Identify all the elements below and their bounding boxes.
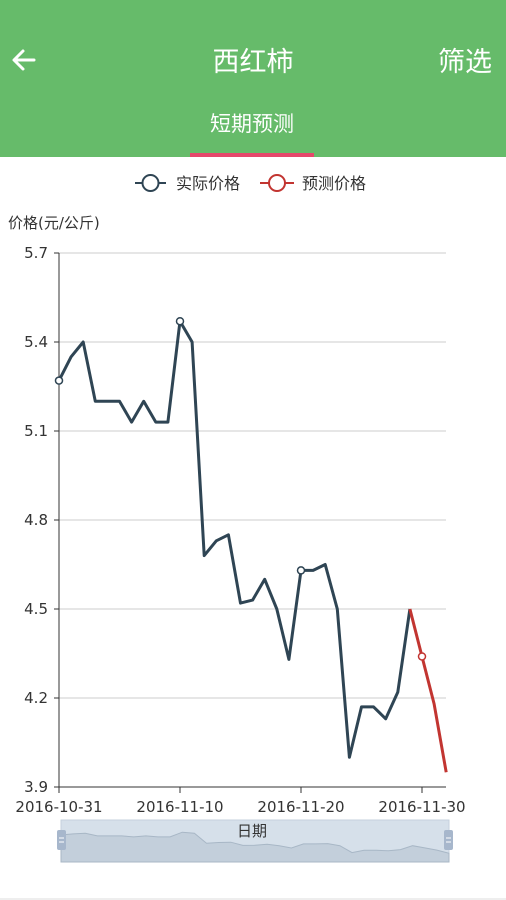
tab-label: 短期预测 [210, 112, 294, 136]
tab-indicator [190, 153, 314, 157]
data-point [175, 316, 185, 326]
y-axis-title: 价格(元/公斤) [8, 214, 100, 232]
app-bar: 西红柿 筛选 短期预测 [0, 0, 506, 157]
price-line-chart: 实际价格 预测价格 价格(元/公斤) 3.9 4.2 4.5 4.8 5.1 5.4 5.7… [8, 174, 466, 863]
filter-button[interactable]: 筛选 [438, 47, 492, 78]
data-point [296, 566, 306, 575]
y-tick-label: 5.7 [24, 244, 48, 262]
x-axis-title: 日期 [237, 822, 267, 840]
legend-item-forecast[interactable]: 预测价格 [260, 174, 366, 193]
legend-item-actual[interactable]: 实际价格 [135, 174, 240, 193]
bottom-divider [0, 898, 506, 900]
series-group [54, 316, 448, 773]
y-tick-label: 5.1 [24, 422, 48, 440]
data-zoom-slider[interactable]: 日期 [57, 819, 453, 863]
legend[interactable]: 实际价格 预测价格 [135, 174, 366, 193]
legend-label-forecast: 预测价格 [302, 174, 366, 193]
y-tick-label: 5.4 [24, 333, 48, 351]
arrow-left-icon[interactable] [8, 44, 40, 76]
y-axis: 3.9 4.2 4.5 4.8 5.1 5.4 5.7 [24, 244, 60, 796]
x-axis: 2016-10-31 2016-11-10 2016-11-20 2016-11-30 [15, 786, 466, 816]
tab-short-term-forecast[interactable]: 短期预测 [190, 98, 314, 157]
series-line-actual [57, 319, 412, 759]
page-title: 西红柿 [212, 47, 294, 78]
grid-lines [59, 252, 446, 788]
series-line-forecast [408, 608, 448, 773]
zoom-shadow-area [60, 831, 450, 863]
y-tick-label: 4.8 [24, 511, 48, 529]
y-tick-label: 3.9 [24, 778, 48, 796]
x-tick-label: 2016-10-31 [15, 798, 102, 816]
legend-label-actual: 实际价格 [176, 174, 240, 193]
y-tick-label: 4.5 [24, 600, 48, 618]
zoom-handle-right[interactable] [444, 830, 453, 850]
zoom-handle-left[interactable] [57, 830, 66, 850]
x-tick-label: 2016-11-20 [257, 798, 344, 816]
y-tick-label: 4.2 [24, 689, 48, 707]
x-tick-label: 2016-11-10 [136, 798, 223, 816]
x-tick-label: 2016-11-30 [378, 798, 465, 816]
data-point [417, 652, 427, 661]
data-point [54, 376, 64, 385]
